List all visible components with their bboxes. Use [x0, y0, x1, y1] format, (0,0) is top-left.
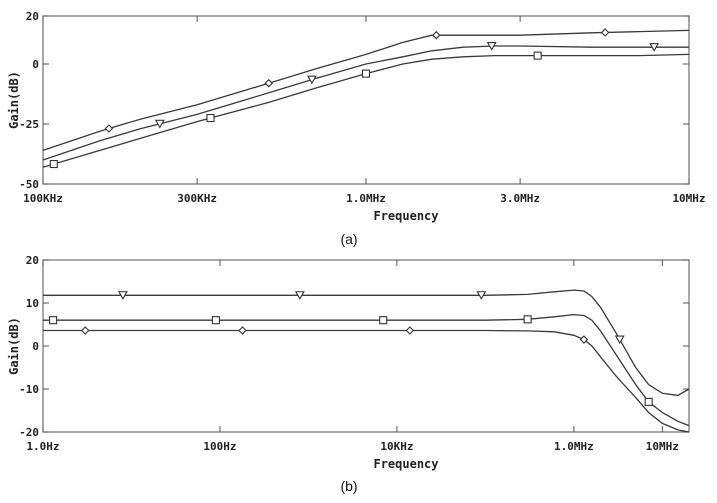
chart-a-x-tick-label: 300KHz — [177, 192, 217, 205]
chart-a-series-triangle-down-line — [42, 45, 689, 161]
chart-a-x-tick-label: 100KHz — [23, 192, 63, 205]
chart-a-x-tick-label: 1.0MHz — [346, 192, 386, 205]
chart-a-y-tick-label: 0 — [32, 58, 39, 71]
chart-a-series-diamond-marker — [600, 28, 610, 37]
chart-a-series-triangle-down-marker — [154, 119, 165, 129]
chart-a-series-diamond-marker — [431, 30, 441, 40]
chart-b: 20 10 0 -10 -201.0Hz 100Hz 10KHz 1.0MHz 10MHz Fre… — [7, 254, 690, 494]
chart-b-x-tick-label: 1.0Hz — [26, 440, 59, 453]
chart-b-series-square-marker — [523, 315, 532, 324]
chart-a-y-tick-label: -25 — [19, 118, 39, 131]
chart-a-caption: (a) — [340, 231, 357, 247]
chart-a-series-diamond-line — [42, 29, 690, 152]
chart-b-x-tick-label: 10KHz — [380, 440, 413, 453]
chart-b-y-tick-label: 20 — [26, 254, 39, 267]
chart-b-series-square-marker — [211, 316, 220, 325]
chart-a-series-triangle-down-marker — [649, 43, 660, 52]
chart-b-series-diamond-marker — [579, 335, 589, 344]
chart-a-series-triangle-down-marker — [306, 75, 317, 85]
chart-b-series-square-marker — [379, 316, 388, 325]
chart-b-caption: (b) — [340, 478, 357, 494]
chart-a-series-square-marker — [206, 113, 215, 123]
chart-b-series-square-marker — [49, 316, 58, 325]
chart-b-series-triangle-down-marker — [117, 291, 128, 300]
chart-a-series-triangle-down-marker — [486, 42, 497, 51]
chart-b-x-tick-label: 100Hz — [203, 440, 236, 453]
chart-a-series-diamond-marker — [264, 78, 274, 88]
chart-b-y-axis-title: Gain(dB) — [7, 317, 21, 375]
chart-b-series-triangle-down-marker — [476, 291, 487, 300]
chart-b-series-diamond-marker — [238, 326, 247, 335]
chart-b-x-tick-label: 1.0MHz — [554, 440, 594, 453]
chart-b-series-triangle-down-line — [43, 289, 690, 397]
chart-b-y-tick-label: 0 — [32, 340, 39, 353]
chart-b-series-square-marker — [644, 397, 653, 406]
chart-b-y-tick-label: -10 — [19, 383, 39, 396]
chart-a-y-tick-label: 20 — [26, 10, 39, 23]
chart-b-x-axis-title: Frequency — [373, 457, 438, 471]
chart-b-series-triangle-down-marker — [294, 291, 305, 300]
chart-a-x-axis-title: Frequency — [373, 209, 438, 223]
chart-a-series-square-marker — [361, 69, 371, 78]
chart-b-x-tick-label: 10MHz — [646, 440, 679, 453]
chart-a-series-square-marker — [533, 51, 542, 60]
chart-a-x-tick-label: 10MHz — [672, 192, 705, 205]
chart-b-y-tick-label: -20 — [19, 426, 39, 439]
chart-a-series-diamond-marker — [104, 124, 114, 133]
chart-b-series-triangle-down-marker — [614, 335, 625, 345]
chart-b-y-tick-label: 10 — [26, 297, 39, 310]
chart-a-series-square-line — [42, 53, 690, 168]
chart-b-series-diamond-marker — [405, 326, 415, 335]
chart-a-x-tick-label: 3.0MHz — [500, 192, 540, 205]
chart-a-plot-frame — [42, 15, 690, 185]
chart-a-series-square-marker — [49, 159, 58, 169]
chart-b-series-square-line — [43, 313, 690, 427]
chart-a-y-tick-label: -50 — [19, 178, 39, 191]
chart-a-y-axis-title: Gain(dB) — [7, 71, 21, 129]
chart-b-series-diamond-marker — [80, 326, 90, 335]
chart-b-series-diamond-line — [43, 329, 690, 433]
